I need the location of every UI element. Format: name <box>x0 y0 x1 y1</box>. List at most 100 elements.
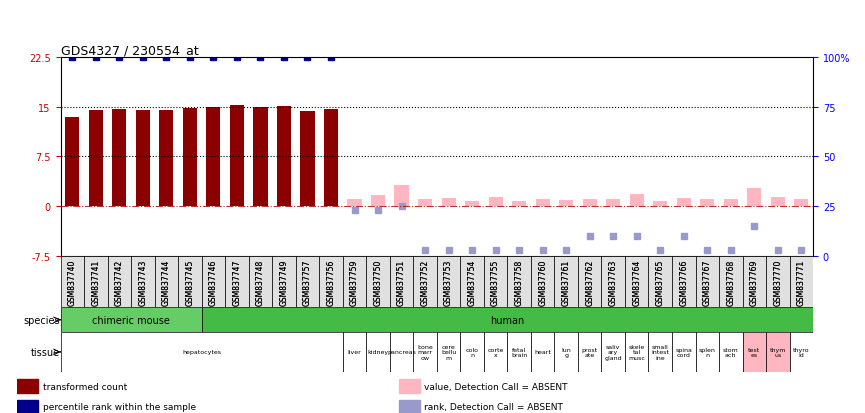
Bar <box>512 202 526 206</box>
Text: kidney: kidney <box>368 349 388 355</box>
Text: GSM837748: GSM837748 <box>256 259 265 305</box>
Text: GSM837750: GSM837750 <box>374 259 382 305</box>
Text: hepatocytes: hepatocytes <box>183 349 221 355</box>
FancyBboxPatch shape <box>695 256 719 308</box>
Bar <box>324 110 338 206</box>
Text: rank, Detection Call = ABSENT: rank, Detection Call = ABSENT <box>424 402 563 411</box>
Text: GSM837761: GSM837761 <box>561 259 571 305</box>
FancyBboxPatch shape <box>672 256 695 308</box>
Text: GSM837769: GSM837769 <box>750 259 759 305</box>
FancyBboxPatch shape <box>225 256 249 308</box>
Text: GSM837770: GSM837770 <box>773 259 782 305</box>
Text: GSM837762: GSM837762 <box>586 259 594 305</box>
FancyBboxPatch shape <box>578 332 601 372</box>
Text: test
es: test es <box>748 347 760 358</box>
Text: GSM837768: GSM837768 <box>727 259 735 305</box>
Text: GSM837755: GSM837755 <box>491 259 500 305</box>
Bar <box>65 117 80 206</box>
FancyBboxPatch shape <box>649 256 672 308</box>
Text: GSM837754: GSM837754 <box>468 259 477 305</box>
Text: saliv
ary
gland: saliv ary gland <box>605 344 622 361</box>
Text: GSM837761: GSM837761 <box>561 259 571 305</box>
FancyBboxPatch shape <box>508 332 531 372</box>
Text: GSM837749: GSM837749 <box>279 259 288 305</box>
Text: GSM837744: GSM837744 <box>162 259 171 305</box>
Bar <box>394 186 408 206</box>
Text: GSM837759: GSM837759 <box>350 259 359 305</box>
Text: GSM837756: GSM837756 <box>326 259 336 305</box>
Bar <box>465 201 479 206</box>
FancyBboxPatch shape <box>719 256 742 308</box>
Text: GSM837771: GSM837771 <box>797 259 806 305</box>
Bar <box>583 199 597 206</box>
Bar <box>559 201 573 206</box>
Text: GSM837740: GSM837740 <box>67 259 77 305</box>
FancyBboxPatch shape <box>790 256 813 308</box>
FancyBboxPatch shape <box>413 332 437 372</box>
Text: GSM837741: GSM837741 <box>92 259 100 305</box>
Text: heart: heart <box>535 349 551 355</box>
FancyBboxPatch shape <box>413 256 437 308</box>
Text: splen
n: splen n <box>699 347 715 358</box>
FancyBboxPatch shape <box>272 256 296 308</box>
FancyBboxPatch shape <box>131 256 155 308</box>
Text: GSM837766: GSM837766 <box>679 259 689 305</box>
Text: small
intest
ine: small intest ine <box>651 344 670 361</box>
Text: GSM837742: GSM837742 <box>115 259 124 305</box>
Bar <box>371 196 385 206</box>
FancyBboxPatch shape <box>554 256 578 308</box>
Bar <box>183 109 197 206</box>
Text: bone
marr
ow: bone marr ow <box>417 344 433 361</box>
Text: GSM837758: GSM837758 <box>515 259 523 305</box>
Text: human: human <box>490 315 524 325</box>
FancyBboxPatch shape <box>601 332 625 372</box>
Text: thyro
id: thyro id <box>793 347 810 358</box>
FancyBboxPatch shape <box>508 256 531 308</box>
FancyBboxPatch shape <box>437 332 460 372</box>
FancyBboxPatch shape <box>366 332 390 372</box>
Text: GSM837746: GSM837746 <box>209 259 218 305</box>
Bar <box>724 199 738 206</box>
Text: GSM837753: GSM837753 <box>444 259 453 305</box>
Text: GSM837767: GSM837767 <box>702 259 712 305</box>
Text: GSM837760: GSM837760 <box>538 259 548 305</box>
FancyBboxPatch shape <box>766 332 790 372</box>
Text: GSM837755: GSM837755 <box>491 259 500 305</box>
Text: GSM837747: GSM837747 <box>233 259 241 305</box>
FancyBboxPatch shape <box>296 256 319 308</box>
FancyBboxPatch shape <box>61 308 202 332</box>
Text: stom
ach: stom ach <box>723 347 739 358</box>
Text: GSM837763: GSM837763 <box>609 259 618 305</box>
Bar <box>136 111 150 206</box>
Text: GSM837743: GSM837743 <box>138 259 147 305</box>
Bar <box>230 106 244 206</box>
Text: GSM837760: GSM837760 <box>538 259 548 305</box>
FancyBboxPatch shape <box>390 256 413 308</box>
FancyBboxPatch shape <box>742 256 766 308</box>
FancyBboxPatch shape <box>766 256 790 308</box>
Text: corte
x: corte x <box>488 347 503 358</box>
FancyBboxPatch shape <box>554 332 578 372</box>
Bar <box>606 200 620 206</box>
Text: GSM837771: GSM837771 <box>797 259 806 305</box>
FancyBboxPatch shape <box>249 256 272 308</box>
Text: lun
g: lun g <box>561 347 571 358</box>
Bar <box>630 195 644 206</box>
Text: pancreas: pancreas <box>388 349 416 355</box>
Text: GSM837749: GSM837749 <box>279 259 288 305</box>
FancyBboxPatch shape <box>61 256 84 308</box>
FancyBboxPatch shape <box>460 332 484 372</box>
Bar <box>17 400 39 413</box>
Bar <box>207 108 221 206</box>
Text: GSM837765: GSM837765 <box>656 259 664 305</box>
Text: GSM837746: GSM837746 <box>209 259 218 305</box>
Text: GSM837747: GSM837747 <box>233 259 241 305</box>
Text: GSM837742: GSM837742 <box>115 259 124 305</box>
Text: GSM837752: GSM837752 <box>420 259 430 305</box>
FancyBboxPatch shape <box>601 256 625 308</box>
FancyBboxPatch shape <box>719 332 742 372</box>
Text: GSM837757: GSM837757 <box>303 259 312 305</box>
Text: percentile rank within the sample: percentile rank within the sample <box>42 402 195 411</box>
Text: GSM837766: GSM837766 <box>679 259 689 305</box>
FancyBboxPatch shape <box>202 256 225 308</box>
